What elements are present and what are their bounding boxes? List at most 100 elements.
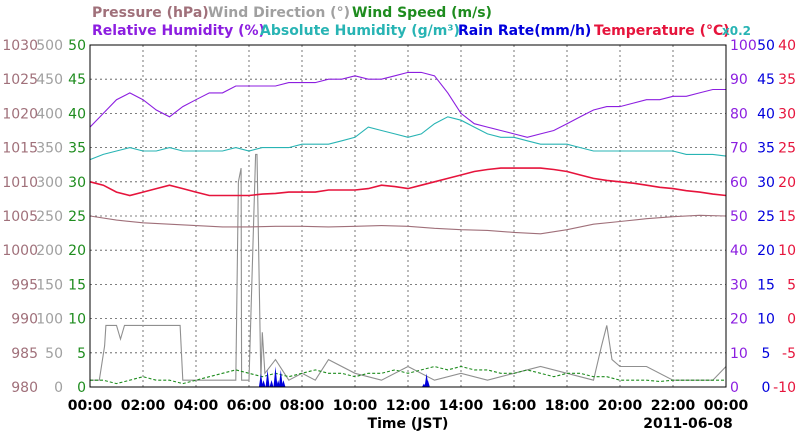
y-tick-label-pressure: 1025 [2, 72, 38, 88]
y-tick-label-pressure: 995 [11, 277, 38, 293]
series-rain-spikes [258, 366, 430, 387]
x-tick-label: 16:00 [492, 398, 537, 414]
y-tick-label-wind-dir: 150 [36, 277, 63, 293]
x-tick-label: 14:00 [439, 398, 484, 414]
y-tick-label-rh: 80 [730, 106, 748, 122]
x-tick-label: 20:00 [598, 398, 643, 414]
y-tick-label-temp: 10 [778, 243, 796, 259]
y-tick-label-wind-speed: 0 [77, 380, 86, 396]
y-tick-label-temp: 0 [787, 312, 796, 328]
rain-spike [425, 380, 430, 387]
y-tick-label-rh: 10 [730, 346, 748, 362]
series-line-absolute-humidity [89, 116, 727, 161]
y-tick-label-temp: 40 [778, 38, 796, 54]
chart-axes: 1030102510201015101010051000995990985980… [2, 38, 796, 414]
y-tick-label-rain: 10 [757, 312, 775, 328]
x-tick-label: 00:00 [704, 398, 749, 414]
legend-wind-direction: Wind Direction (°) [208, 5, 350, 21]
y-tick-label-rain: 45 [757, 72, 775, 88]
y-tick-label-wind-speed: 35 [68, 141, 86, 157]
y-tick-label-wind-dir: 300 [36, 175, 63, 191]
y-tick-label-wind-dir: 450 [36, 72, 63, 88]
legend-relative-humidity: Relative Humidity (%) [92, 23, 265, 39]
y-tick-label-pressure: 980 [11, 380, 38, 396]
x-tick-label: 08:00 [280, 398, 325, 414]
rain-spike [273, 366, 278, 387]
y-tick-label-pressure: 990 [11, 312, 38, 328]
y-tick-label-rh: 30 [730, 277, 748, 293]
y-tick-label-wind-speed: 20 [68, 243, 86, 259]
date-label: 2011-06-08 [643, 416, 733, 432]
x-tick-label: 10:00 [333, 398, 378, 414]
rain-spike [278, 369, 283, 387]
y-tick-label-pressure: 1005 [2, 209, 38, 225]
y-tick-label-rh: 100 [730, 38, 757, 54]
series-line-temperature [89, 167, 727, 197]
y-tick-label-wind-speed: 25 [68, 209, 86, 225]
y-tick-label-wind-dir: 200 [36, 243, 63, 259]
y-tick-label-rh: 70 [730, 141, 748, 157]
x-tick-label: 02:00 [121, 398, 166, 414]
y-tick-label-wind-speed: 30 [68, 175, 86, 191]
x-tick-label: 18:00 [545, 398, 590, 414]
y-tick-label-temp: 25 [778, 141, 796, 157]
legend-rain-rate: Rain Rate(mm/h) [458, 23, 591, 39]
plot-area-frame [89, 44, 727, 388]
y-tick-label-rain: 5 [762, 346, 771, 362]
legend-pressure: Pressure (hPa) [92, 5, 209, 21]
x-tick-label: 00:00 [68, 398, 113, 414]
rain-spike [281, 380, 286, 387]
y-tick-label-wind-speed: 5 [77, 346, 86, 362]
y-tick-label-rh: 40 [730, 243, 748, 259]
y-tick-label-rh: 20 [730, 312, 748, 328]
rain-spike [269, 380, 274, 387]
legend-absolute-humidity: Absolute Humidity (g/m³) [260, 23, 460, 39]
y-tick-label-rain: 35 [757, 141, 775, 157]
y-tick-label-wind-speed: 10 [68, 312, 86, 328]
series-line-relative-humidity [89, 71, 726, 138]
y-tick-label-temp: -5 [782, 346, 796, 362]
y-tick-label-wind-speed: 45 [68, 72, 86, 88]
rain-spike [258, 373, 263, 387]
y-tick-label-temp: 15 [778, 209, 796, 225]
y-tick-label-temp: -10 [773, 380, 796, 396]
y-tick-label-wind-speed: 50 [68, 38, 86, 54]
y-tick-label-wind-dir: 400 [36, 106, 63, 122]
y-tick-label-rain: 0 [762, 380, 771, 396]
y-tick-label-wind-dir: 500 [36, 38, 63, 54]
y-tick-label-wind-dir: 100 [36, 312, 63, 328]
y-tick-label-pressure: 1000 [2, 243, 38, 259]
y-tick-label-rh: 60 [730, 175, 748, 191]
y-tick-label-pressure: 985 [11, 346, 38, 362]
y-tick-label-pressure: 1030 [2, 38, 38, 54]
y-tick-label-wind-speed: 15 [68, 277, 86, 293]
y-tick-label-rh: 0 [730, 380, 739, 396]
series-line-pressure [89, 214, 727, 235]
x-tick-label: 04:00 [174, 398, 219, 414]
x-tick-label: 12:00 [386, 398, 431, 414]
x-tick-label: 06:00 [227, 398, 272, 414]
y-tick-label-pressure: 1015 [2, 141, 38, 157]
series-line-wind-speed [90, 365, 726, 385]
y-tick-label-rh: 50 [730, 209, 748, 225]
y-tick-label-wind-dir: 0 [54, 380, 63, 396]
chart-series [89, 71, 727, 387]
series-line-wind-direction [90, 153, 727, 381]
legend-absolute-humidity-scale: x0.2 [722, 24, 751, 38]
y-tick-label-pressure: 1010 [2, 175, 38, 191]
legend-temperature: Temperature (°C) [594, 23, 730, 39]
y-tick-label-rain: 15 [757, 277, 775, 293]
rain-spike [265, 369, 270, 387]
y-tick-label-rain: 30 [757, 175, 775, 191]
y-tick-label-rh: 90 [730, 72, 748, 88]
y-tick-label-rain: 20 [757, 243, 775, 259]
x-tick-label: 22:00 [651, 398, 696, 414]
x-axis-label: Time (JST) [368, 416, 449, 432]
y-tick-label-temp: 20 [778, 175, 796, 191]
rain-spike [261, 380, 266, 387]
y-tick-label-temp: 35 [778, 72, 796, 88]
y-tick-label-pressure: 1020 [2, 106, 38, 122]
y-tick-label-rain: 40 [757, 106, 775, 122]
